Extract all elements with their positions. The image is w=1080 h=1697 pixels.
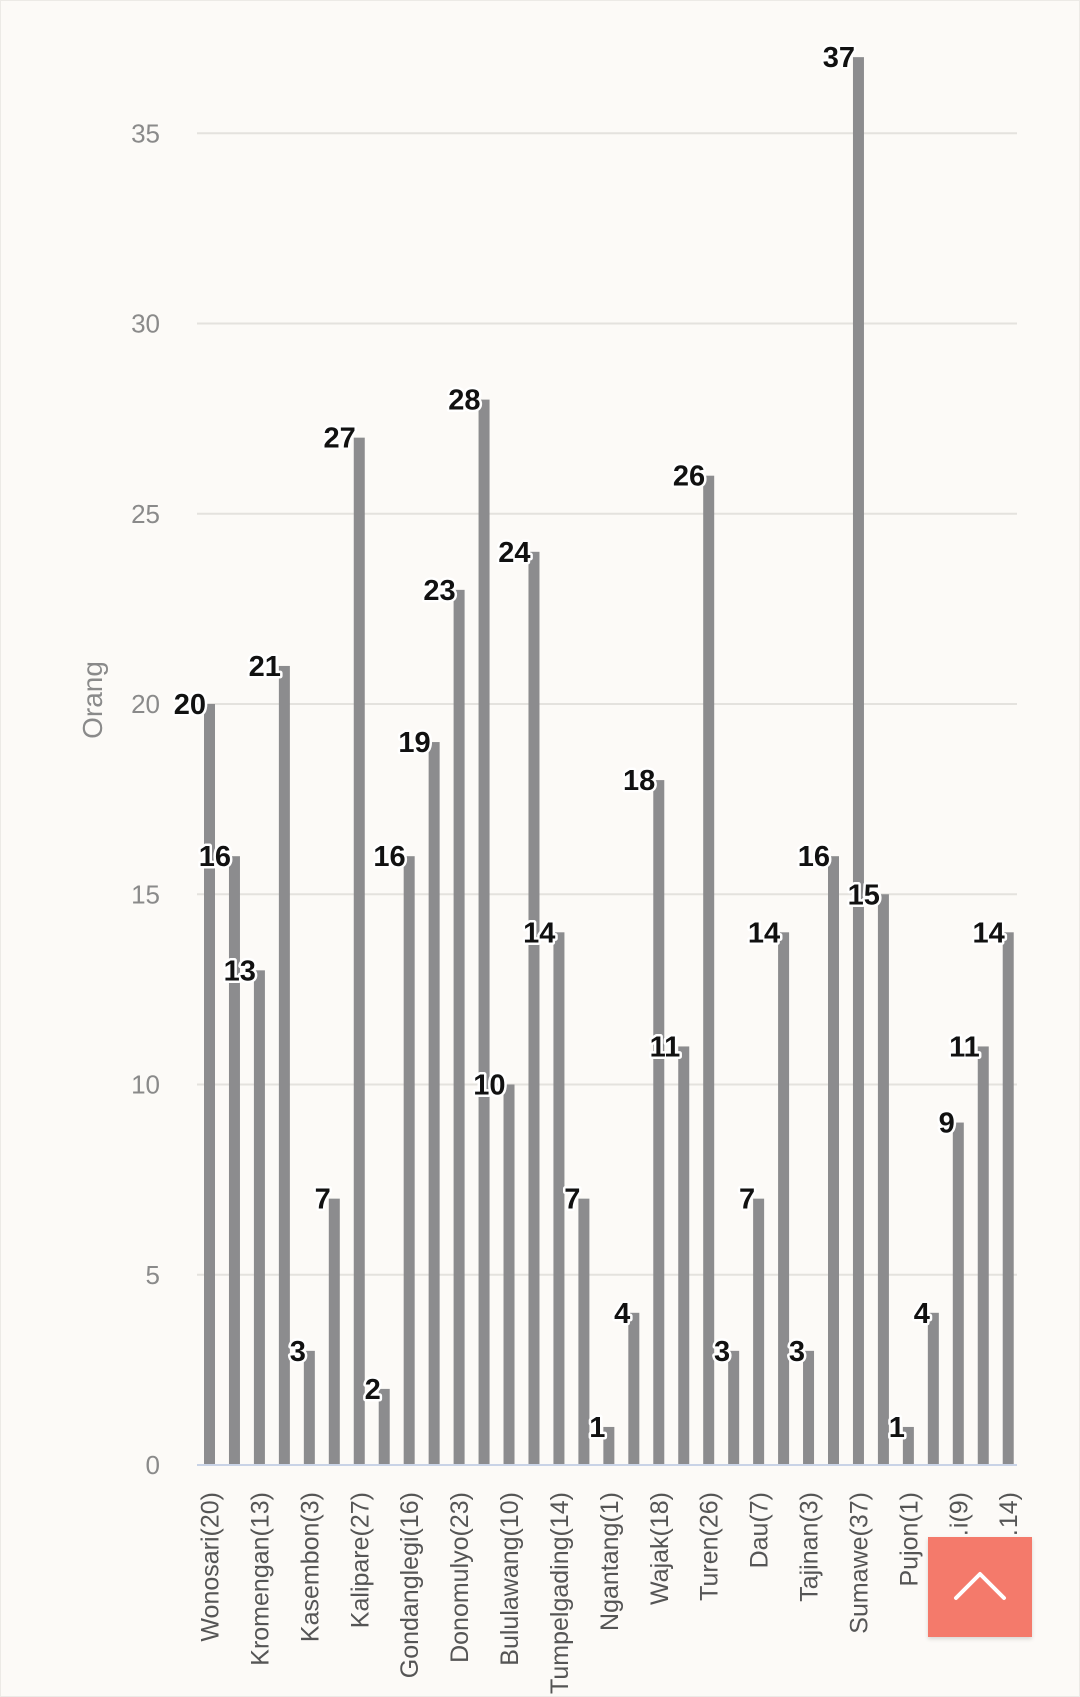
bar <box>378 1388 390 1465</box>
x-tick-label: Dau(7) <box>746 1492 774 1568</box>
bar <box>553 932 565 1465</box>
data-label: 9 <box>939 1108 955 1140</box>
bar <box>303 1350 315 1465</box>
x-tick-label: Turen(26) <box>696 1492 724 1601</box>
bar <box>253 970 265 1465</box>
data-label: 7 <box>564 1184 580 1216</box>
x-tick-label: Ngantang(1) <box>596 1492 624 1631</box>
data-label: 24 <box>498 537 530 569</box>
bar <box>778 932 790 1465</box>
data-label: 37 <box>823 42 855 74</box>
scroll-to-top-button[interactable] <box>928 1537 1032 1637</box>
bar <box>503 1084 515 1465</box>
data-label: 23 <box>423 575 455 607</box>
bar <box>803 1350 815 1465</box>
bar <box>753 1198 765 1465</box>
bar <box>204 704 215 1465</box>
bar <box>678 1046 690 1465</box>
bar <box>653 780 665 1465</box>
bar <box>927 1312 939 1465</box>
x-tick-label: Bululawang(10) <box>496 1492 524 1666</box>
data-label: 14 <box>972 917 1004 949</box>
y-tick-label: 35 <box>131 118 160 148</box>
bar <box>278 665 290 1465</box>
bar <box>528 551 540 1465</box>
bar <box>453 589 465 1465</box>
x-tick-label: Sumawe(37) <box>845 1492 873 1634</box>
x-tick-label: Pujon(1) <box>895 1492 923 1587</box>
x-tick-label: Wonosari(20) <box>197 1492 225 1642</box>
data-label: 7 <box>739 1184 755 1216</box>
data-label: 3 <box>714 1336 730 1368</box>
y-tick-label: 15 <box>131 879 160 909</box>
bar <box>828 856 839 1465</box>
bar <box>1002 932 1014 1465</box>
y-tick-label: 30 <box>131 309 160 339</box>
y-axis-label: Orang <box>77 661 108 739</box>
data-label: 1 <box>889 1412 905 1444</box>
bar <box>728 1350 740 1465</box>
x-tick-label: Tajinan(3) <box>796 1492 824 1602</box>
bar <box>328 1198 340 1465</box>
x-tick-label: Kasembon(3) <box>296 1492 324 1642</box>
bar <box>628 1312 640 1465</box>
x-tick-label: Tumpelgading(14) <box>546 1492 574 1694</box>
bar <box>703 475 715 1465</box>
data-label: 26 <box>673 461 705 493</box>
y-tick-label: 25 <box>131 499 160 529</box>
y-tick-label: 20 <box>131 689 160 719</box>
bar <box>852 57 864 1465</box>
data-label: 16 <box>199 841 231 873</box>
data-label: 16 <box>798 841 830 873</box>
x-tick-label: Wajak(18) <box>646 1492 674 1605</box>
bar <box>478 399 490 1466</box>
data-label: 27 <box>323 423 355 455</box>
data-label: 3 <box>789 1336 805 1368</box>
bar <box>428 742 440 1465</box>
data-label: 16 <box>373 841 405 873</box>
data-label: 4 <box>914 1298 930 1330</box>
bar <box>902 1426 914 1465</box>
bar <box>603 1426 615 1465</box>
data-label: 19 <box>398 727 430 759</box>
x-tick-label: Gondanglegi(16) <box>396 1492 424 1678</box>
data-label: 18 <box>623 765 655 797</box>
data-label: 21 <box>249 651 281 683</box>
y-tick-label: 10 <box>131 1070 160 1100</box>
data-label: 11 <box>650 1031 681 1063</box>
data-label: 7 <box>315 1184 331 1216</box>
y-tick-label: 0 <box>146 1450 160 1480</box>
data-label: 15 <box>848 879 880 911</box>
x-tick-label: Donomulyo(23) <box>446 1492 474 1663</box>
data-label: 13 <box>224 955 256 987</box>
x-tick-label: Kalipare(27) <box>346 1492 374 1628</box>
data-label: 20 <box>174 689 206 721</box>
data-label: 3 <box>290 1336 306 1368</box>
data-label: 11 <box>949 1031 980 1063</box>
data-label: 14 <box>523 917 555 949</box>
data-label: 10 <box>473 1070 505 1102</box>
bar <box>977 1046 989 1465</box>
bar <box>403 856 415 1465</box>
data-label: 4 <box>614 1298 630 1330</box>
data-label: 28 <box>448 385 480 417</box>
data-label: 2 <box>365 1374 381 1406</box>
y-tick-label: 5 <box>146 1260 160 1290</box>
bar <box>228 856 240 1465</box>
chevron-up-icon <box>954 1572 1006 1600</box>
data-label: 14 <box>748 917 780 949</box>
bar <box>877 894 889 1465</box>
data-label: 1 <box>589 1412 605 1444</box>
bar <box>353 437 365 1465</box>
bar <box>952 1122 964 1465</box>
x-tick-label: Kromengan(13) <box>246 1492 274 1666</box>
bar <box>578 1198 590 1465</box>
